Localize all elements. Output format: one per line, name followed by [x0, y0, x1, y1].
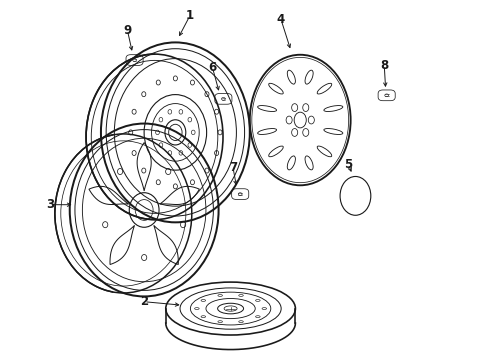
Text: 3: 3 [47, 198, 54, 211]
Text: 6: 6 [208, 60, 217, 73]
Text: 2: 2 [140, 295, 148, 308]
Text: 7: 7 [229, 161, 237, 174]
Text: 4: 4 [277, 13, 285, 26]
Text: 1: 1 [186, 9, 194, 22]
Text: 8: 8 [380, 59, 389, 72]
Text: 9: 9 [123, 23, 131, 37]
Text: 5: 5 [344, 158, 352, 171]
